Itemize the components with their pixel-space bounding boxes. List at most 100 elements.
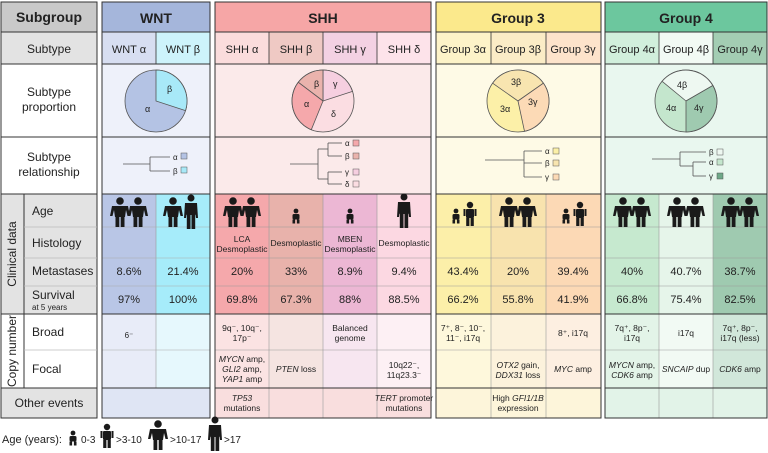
relationship-row-label-2: relationship: [18, 165, 80, 179]
legend-teen-icon: [148, 420, 168, 450]
met-g3b: 20%: [507, 266, 529, 278]
hist-shh-g-2: Desmoplastic: [324, 244, 376, 254]
wnt-panel: WNT WNT α WNT β α β α β 8.6% 21.4% 97% 1…: [101, 1, 211, 419]
broad-g4g-1: 7q⁺, 8p⁻,: [723, 323, 758, 333]
group3-tree: [485, 150, 542, 178]
subtype-shh-a: SHH α: [226, 44, 259, 56]
shh-tree-d: δ: [345, 180, 350, 189]
surv-shh-d: 88.5%: [388, 294, 419, 306]
subtype-g4b: Group 4β: [663, 44, 709, 56]
legend-item-17: >17: [224, 435, 241, 446]
met-wnt-b: 21.4%: [167, 266, 198, 278]
focal-g4g: CDK6 amp: [719, 364, 761, 374]
shh-pie-a-label: α: [304, 99, 309, 109]
broad-shh-a-2: 17p⁻: [233, 333, 252, 343]
wnt-tree-b: β: [173, 167, 178, 176]
met-shh-g: 8.9%: [337, 266, 362, 278]
age-legend: Age (years): 0-3 >3-10 >10-17 >17: [2, 416, 241, 451]
subtype-g3b: Group 3β: [495, 44, 541, 56]
wnt-pie-b-label: β: [167, 84, 172, 94]
shh-pie: β γ α δ: [291, 69, 355, 133]
shh-tree-g: γ: [345, 168, 349, 177]
g4-tree-g: γ: [709, 172, 713, 181]
other-events-row-label: Other events: [15, 396, 84, 410]
broad-g4g-2: i17q (less): [720, 333, 759, 343]
focal-g3g: MYC amp: [554, 364, 592, 374]
g3-tree-g: γ: [545, 173, 549, 182]
surv-shh-a: 69.8%: [226, 294, 257, 306]
shh-panel: SHH SHH α SHH β SHH γ SHH δ β γ α δ α: [214, 1, 434, 419]
surv-g3a: 66.2%: [447, 294, 478, 306]
met-shh-b: 33%: [285, 266, 307, 278]
legend-item-3-10: >3-10: [116, 435, 142, 446]
hist-shh-a-1: LCA: [234, 234, 251, 244]
g3-tree-a: α: [545, 147, 550, 156]
legend-infant-icon: [69, 430, 77, 446]
met-shh-d: 9.4%: [391, 266, 416, 278]
subtype-shh-g: SHH γ: [334, 44, 366, 56]
row-label-column: Subgroup Subtype Subtype proportion Subt…: [0, 1, 98, 419]
broad-g3a-2: 11⁻, i17q: [446, 333, 480, 343]
surv-g4b: 75.4%: [670, 294, 701, 306]
g3-pie-a-label: 3α: [500, 104, 510, 114]
histology-row-label: Histology: [32, 236, 81, 250]
shh-tree-a: α: [345, 139, 350, 148]
shh-pie-g-label: γ: [333, 79, 338, 89]
legend-item-10-17: >10-17: [170, 435, 202, 446]
subtype-wnt-b: WNT β: [166, 44, 200, 56]
met-g3g: 39.4%: [557, 266, 588, 278]
focal-shh-d-2: 11q23.3⁻: [387, 370, 422, 380]
other-shh-a-2: mutations: [224, 403, 261, 413]
focal-shh-d-1: 10q22⁻,: [389, 360, 420, 370]
other-shh-d-2: mutations: [386, 403, 423, 413]
subtype-wnt-a: WNT α: [112, 44, 147, 56]
copy-number-label: Copy number: [5, 315, 19, 387]
broad-g4a-1: 7q⁺, 8p⁻,: [615, 323, 650, 333]
broad-g3g: 8⁺, i17q: [558, 328, 588, 338]
other-shh-d-1: TERT promoter: [375, 393, 434, 403]
broad-g4a-2: i17q: [624, 333, 640, 343]
shh-pie-b-label: β: [314, 79, 319, 89]
relationship-row-label-1: Subtype: [27, 150, 71, 164]
subtype-g4a: Group 4α: [609, 44, 656, 56]
legend-item-0-3: 0-3: [81, 435, 96, 446]
group3-panel: Group 3 Group 3α Group 3β Group 3γ 3β 3α…: [435, 1, 602, 419]
met-g4b: 40.7%: [670, 266, 701, 278]
broad-wnt-a: 6⁻: [125, 331, 134, 340]
broad-shh-g-2: genome: [335, 333, 366, 343]
other-g3b-1: High GFI1/1B: [492, 393, 544, 403]
group4-tree: [652, 151, 706, 177]
g3-pie-b-label: 3β: [511, 77, 521, 87]
g4-pie-g-label: 4γ: [694, 103, 704, 113]
wnt-tree: [123, 156, 170, 172]
surv-wnt-b: 100%: [169, 294, 197, 306]
wnt-header: WNT: [140, 10, 172, 26]
broad-shh-g-1: Balanced: [332, 323, 368, 333]
surv-g4g: 82.5%: [724, 294, 755, 306]
age-row-label: Age: [32, 204, 54, 218]
broad-g3a-1: 7⁺, 8⁻, 10⁻,: [441, 323, 485, 333]
metastases-row-label: Metastases: [32, 264, 93, 278]
wnt-tree-a: α: [173, 153, 178, 162]
survival-sub-label: at 5 years: [32, 303, 67, 312]
subtype-g4g: Group 4γ: [717, 44, 763, 56]
focal-g3b-1: OTX2 gain,: [497, 360, 540, 370]
subtype-g3g: Group 3γ: [550, 44, 596, 56]
broad-row-label: Broad: [32, 325, 64, 339]
g4-tree-a: α: [709, 158, 714, 167]
legend-title: Age (years):: [2, 434, 62, 446]
focal-g4a-1: MYCN amp,: [609, 360, 655, 370]
met-g4g: 38.7%: [724, 266, 755, 278]
group3-header: Group 3: [491, 10, 545, 26]
proportion-row-label-1: Subtype: [27, 85, 71, 99]
subgroup-label: Subgroup: [16, 9, 82, 25]
met-shh-a: 20%: [231, 266, 253, 278]
surv-g3b: 55.8%: [502, 294, 533, 306]
met-g3a: 43.4%: [447, 266, 478, 278]
shh-pie-d-label: δ: [331, 109, 336, 119]
wnt-pie: α β: [124, 69, 188, 133]
other-shh-a-1: TP53: [232, 393, 253, 403]
clinical-data-label: Clinical data: [5, 221, 19, 287]
legend-adult-icon: [208, 416, 222, 451]
